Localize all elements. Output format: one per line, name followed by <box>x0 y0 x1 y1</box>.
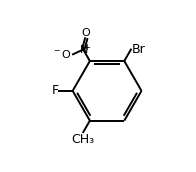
Text: $^-$O: $^-$O <box>52 48 72 60</box>
Text: Br: Br <box>132 43 145 56</box>
Text: CH₃: CH₃ <box>72 133 95 146</box>
Text: F: F <box>52 84 59 97</box>
Text: O: O <box>82 28 91 38</box>
Text: N: N <box>80 45 88 55</box>
Text: +: + <box>83 43 90 52</box>
